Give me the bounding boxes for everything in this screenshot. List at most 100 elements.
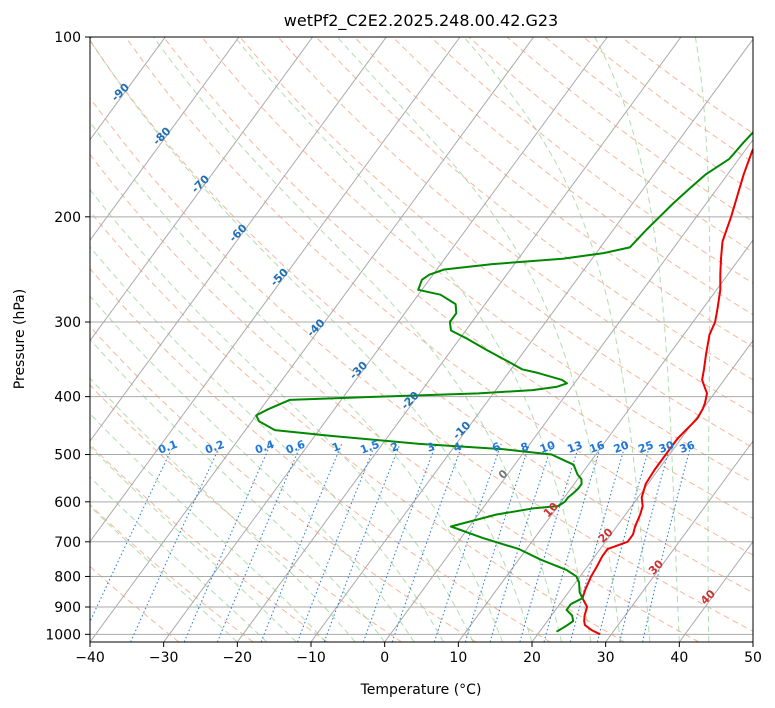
isotherm-line [605,440,753,642]
y-tick-label: 100 [54,30,81,46]
dry-adiabat [239,37,753,449]
isotherm-line [457,239,753,642]
x-tick-label: 20 [523,650,541,666]
y-tick-label: 1000 [45,627,81,643]
adiabat-lines [90,37,753,642]
mixing-ratio-line [90,443,175,623]
moist-adiabat [90,445,297,642]
isotherm-line [90,37,166,141]
mixing-ratio-label: 3 [425,440,437,455]
mixing-ratio-line [569,443,627,642]
isotherm-line [531,339,753,642]
dry-adiabat [90,210,625,642]
moist-adiabat [90,377,356,642]
mixing-ratio-label: 2 [389,440,401,455]
mixing-ratio-label: 25 [637,438,656,455]
x-tick-label: −10 [296,650,326,666]
moist-adiabat [90,476,268,642]
mixing-ratio-line [619,443,672,642]
mixing-ratio-line [543,443,602,642]
mixing-ratio-label: 13 [565,439,584,456]
moist-adiabat [90,38,533,642]
mixing-ratio-label: 0.2 [203,438,226,457]
isotherm-line [90,37,535,642]
mixing-ratio-lines [90,443,692,642]
mixing-ratio-label: 0.4 [253,438,276,457]
mixing-ratio-line [642,443,692,642]
mixing-ratio-label: 1 [330,440,342,455]
dry-adiabat [201,37,753,484]
mixing-ratio-label: 20 [612,438,631,456]
mixing-ratio-label: 4 [452,440,464,455]
isotherm-line [90,37,314,342]
y-tick-label: 500 [54,448,81,464]
y-axis: 100 200 300 400 500 600 700 800 900 1000 [45,30,90,643]
mixing-ratio-line [433,443,502,642]
x-tick-label: 30 [597,650,615,666]
isotherm-line [90,37,387,442]
x-tick-label: −40 [75,650,105,666]
y-tick-label: 400 [54,390,81,406]
dry-adiabat [90,267,551,642]
dry-adiabat [90,443,328,642]
y-tick-label: 800 [54,569,81,585]
isotherm-line [310,38,753,642]
y-axis-label: Pressure (hPa) [12,289,28,389]
mixing-ratio-label: 30 [657,438,676,456]
dewpoint-line [255,130,753,633]
moist-adiabat [336,37,621,642]
x-tick-label: 50 [744,650,762,666]
moist-adiabat [90,505,238,642]
x-axis-label: Temperature (°C) [360,682,482,698]
mixing-ratio-label: 1.5 [358,438,381,457]
mixing-ratio-label: 6 [490,440,502,455]
plot-area: -100-90-80-70-60-50-40-30-20-10010203040… [90,37,753,642]
mixing-ratio-line [519,443,580,642]
x-tick-label: 10 [449,650,467,666]
moist-adiabat [90,121,503,642]
mixing-ratio-line [464,443,531,642]
y-tick-label: 900 [54,600,81,616]
mixing-ratio-label: 10 [538,438,557,456]
profile-series [255,130,753,636]
y-tick-label: 700 [54,535,81,551]
moist-adiabat [153,37,562,642]
mixing-ratio-label: 36 [678,438,697,456]
x-tick-label: 0 [380,650,389,666]
isotherm-lines [90,37,753,642]
mixing-ratio-line [130,443,222,642]
y-tick-label: 300 [54,315,81,331]
isotherm-line [90,37,240,242]
mixing-ratio-line [489,443,553,642]
dry-adiabat [430,37,753,284]
mixing-ratio-label: 16 [588,438,607,456]
mixing-ratio-label: 8 [519,440,531,455]
dry-adiabat [163,37,753,520]
mixing-ratio-line [596,443,651,642]
x-tick-label: −30 [149,650,179,666]
temperature-line [581,147,753,636]
mixing-ratio-label: 0.6 [284,438,307,457]
chart-title: wetPf2_C2E2.2025.248.00.42.G23 [284,11,558,31]
isotherm-line [163,37,608,642]
mixing-ratio-line [391,443,463,642]
moist-adiabat [90,295,415,642]
moist-adiabat [90,413,327,642]
x-axis: −40 −30 −20 −10 0 10 20 30 40 50 [75,642,762,666]
x-tick-label: 40 [670,650,688,666]
isotherm-line [384,138,753,642]
x-tick-label: −20 [223,650,253,666]
mixing-ratio-label: 0.1 [156,438,179,457]
moist-adiabat [463,37,651,642]
moist-adiabat [594,37,680,642]
y-tick-label: 600 [54,495,81,511]
dry-adiabat [315,37,753,381]
y-tick-label: 200 [54,210,81,226]
mixing-ratio-line [260,443,343,642]
isotherm-line [236,37,682,642]
moist-adiabat [694,37,711,642]
moist-adiabat [90,338,386,642]
